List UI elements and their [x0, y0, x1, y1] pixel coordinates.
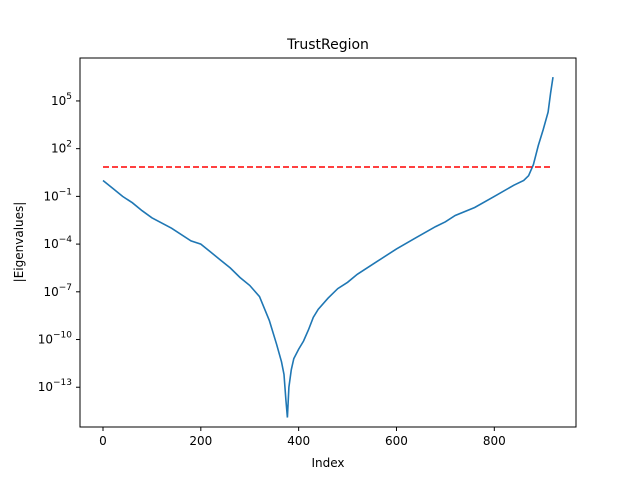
x-tick-label: 200 — [189, 434, 212, 448]
series-line-solid — [102, 76, 554, 418]
y-tick-label: 105 — [51, 92, 72, 108]
chart-title: TrustRegion — [286, 37, 369, 53]
x-tick-label: 0 — [99, 434, 107, 448]
y-axis-ticks: 10−13 10−10 10−7 10−4 10−1 102 105 — [38, 92, 80, 394]
x-tick-label: 800 — [483, 434, 506, 448]
y-tick-label: 102 — [51, 140, 72, 156]
y-tick-label: 10−1 — [43, 187, 72, 203]
x-axis-label: Index — [311, 456, 344, 470]
y-tick-label: 10−10 — [38, 331, 73, 347]
x-tick-label: 400 — [287, 434, 310, 448]
y-tick-label: 10−7 — [43, 283, 72, 299]
x-tick-label: 600 — [385, 434, 408, 448]
y-tick-label: 10−4 — [43, 235, 72, 251]
y-axis-label: |Eigenvalues| — [12, 202, 26, 283]
y-tick-label: 10−13 — [38, 378, 72, 394]
plot-area — [102, 76, 554, 418]
x-axis-ticks: 0 200 400 600 800 — [99, 427, 506, 448]
axes-frame — [79, 57, 577, 428]
